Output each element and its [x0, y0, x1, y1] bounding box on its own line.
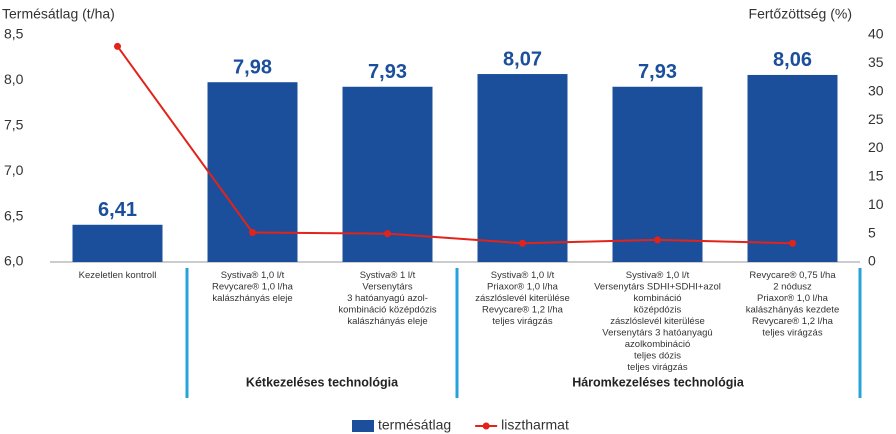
line	[116, 45, 793, 245]
y2-tick-label: 40	[868, 26, 884, 42]
bar	[612, 86, 703, 262]
x-tick-line: kalászhányás kezdete	[746, 304, 839, 315]
y-tick-label: 7,0	[4, 162, 24, 178]
x-tick-line: Systiva® 1,0 l/t	[626, 270, 690, 281]
group-label: Háromkezeléses technológia	[572, 375, 745, 389]
x-tick-line: azolkombináció	[625, 339, 690, 350]
y2-axis-label: Fertőzöttség (%)	[749, 6, 852, 22]
x-tick-line: 2 nódusz	[773, 281, 812, 292]
y2-tick-label: 20	[868, 139, 884, 155]
legend-label: lisztharmat	[501, 417, 569, 433]
line-point	[384, 230, 391, 238]
x-tick-label: Systiva® 1 l/t Versenytárs 3 hatóanyagú az…	[338, 270, 436, 327]
x-tick-line: zászlóslevél kiterülése	[610, 316, 705, 327]
value-label: 6,41	[98, 199, 137, 221]
value-label: 8,07	[503, 48, 542, 70]
x-tick-line: Revycare® 1,2 l/ha	[752, 316, 834, 327]
x-tick-line: kalászhányás eleje	[347, 316, 427, 327]
line-point	[654, 236, 661, 244]
legend-swatch	[352, 420, 374, 432]
x-tick-label: Revycare® 0,75 l/ha 2 nódusz Priaxor® 1,0 …	[746, 270, 839, 339]
x-tick-line: Versenytárs	[362, 281, 412, 292]
y-tick-label: 8,5	[4, 26, 24, 42]
x-tick-line: zászlóslevél kiterülése	[475, 293, 570, 304]
x-tick-line: Systiva® 1 l/t	[360, 270, 416, 281]
x-tick-line: 3 hatóanyagú azol-	[347, 293, 428, 304]
x-tick-line: Priaxor® 1,0 l/ha	[757, 293, 829, 304]
group-label: Kétkezeléses technológia	[246, 375, 399, 389]
bar	[477, 74, 568, 262]
value-label: 7,98	[233, 56, 272, 78]
y-tick-label: 6,0	[4, 253, 24, 269]
x-tick-line: teljes virágzás	[762, 327, 822, 338]
value-label: 7,93	[638, 61, 677, 83]
line-point	[114, 42, 121, 50]
bar	[72, 224, 163, 262]
x-tick-label: Systiva® 1,0 l/t Versenytárs SDHI+SDHI+az…	[594, 270, 721, 373]
x-tick-label: Systiva® 1,0 l/t Revycare® 1,0 l/ha kalász…	[212, 270, 294, 304]
x-tick-line: teljes virágzás	[627, 362, 687, 373]
y2-tick-label: 5	[868, 224, 876, 240]
line-point	[249, 228, 256, 236]
bar	[747, 74, 838, 263]
y2-tick-label: 35	[868, 54, 884, 70]
x-tick-line: Revycare® 0,75 l/ha	[749, 270, 836, 281]
x-tick-line: Revycare® 1,2 l/ha	[482, 304, 564, 315]
y-tick-label: 6,5	[4, 207, 24, 223]
line-point	[789, 239, 796, 247]
x-tick-label: Kezeletlen kontroll	[79, 270, 157, 281]
x-tick-line: kalászhányás eleje	[212, 293, 292, 304]
x-tick-line: teljes virágzás	[492, 316, 552, 327]
x-tick-line: középdózis	[634, 304, 682, 315]
x-tick-line: Systiva® 1,0 l/t	[221, 270, 285, 281]
value-label: 8,06	[773, 49, 812, 71]
legend-swatch-dot	[482, 422, 490, 430]
x-tick-line: Versenytárs SDHI+SDHI+azol	[594, 281, 721, 292]
y-tick-label: 8,0	[4, 71, 24, 87]
x-tick-line: Versenytárs 3 hatóanyagú	[602, 327, 712, 338]
x-tick-line: kombináció	[633, 293, 681, 304]
y2-tick-label: 30	[868, 82, 884, 98]
y2-tick-label: 15	[868, 168, 884, 184]
x-tick-line: Revycare® 1,0 l/ha	[212, 281, 294, 292]
value-label: 7,93	[368, 61, 407, 83]
y-axis-label: Termésátlag (t/ha)	[2, 6, 115, 22]
x-tick-line: Priaxor® 1,0 l/ha	[487, 281, 559, 292]
y2-tick-label: 0	[868, 253, 876, 269]
x-tick-line: kombináció középdózis	[338, 304, 436, 315]
x-tick-label: Systiva® 1,0 l/t Priaxor® 1,0 l/ha zászlós…	[475, 270, 570, 327]
y2-tick-label: 25	[868, 111, 884, 127]
x-tick-line: Kezeletlen kontroll	[79, 270, 157, 281]
line-point	[519, 239, 526, 247]
x-tick-line: teljes dózis	[634, 350, 681, 361]
y2-tick-label: 10	[868, 196, 884, 212]
y-tick-label: 7,5	[4, 117, 24, 133]
x-tick-line: Systiva® 1,0 l/t	[491, 270, 555, 281]
legend-label: termésátlag	[378, 417, 451, 433]
